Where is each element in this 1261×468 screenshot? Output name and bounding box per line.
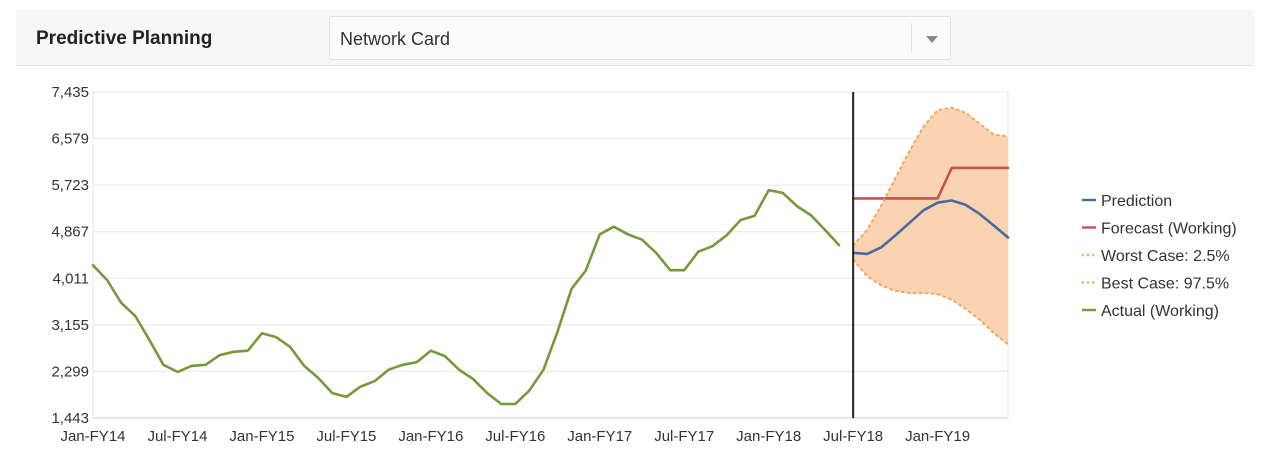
- chevron-down-icon[interactable]: [926, 36, 938, 43]
- y-tick-label: 3,155: [51, 317, 89, 334]
- item-dropdown-value: Network Card: [340, 29, 451, 49]
- legend: Prediction Forecast (Working) Worst Case: …: [1082, 193, 1237, 320]
- x-tick-label: Jan-FY17: [567, 428, 632, 445]
- y-tick-label: 5,723: [51, 177, 89, 194]
- series-line-actual-working[interactable]: [91, 188, 841, 406]
- item-dropdown[interactable]: Network Card: [329, 16, 951, 60]
- x-tick-label: Jan-FY19: [905, 428, 970, 445]
- x-tick-label: Jan-FY15: [229, 428, 294, 445]
- y-tick-label: 4,011: [53, 270, 89, 287]
- series-line-worst-case-2-5[interactable]: [852, 258, 1009, 346]
- y-tick-label: 7,435: [51, 84, 89, 101]
- x-tick-label: Jul-FY16: [485, 428, 545, 445]
- series-line-best-case-97-5[interactable]: [852, 106, 1009, 247]
- series-lines: [91, 106, 1010, 406]
- x-tick-label: Jul-FY14: [147, 428, 207, 445]
- x-tick-label: Jul-FY17: [654, 428, 714, 445]
- x-tick-label: Jan-FY14: [60, 428, 125, 445]
- legend-item-label[interactable]: Prediction: [1101, 193, 1172, 210]
- y-tick-label: 1,443: [51, 410, 89, 427]
- axes: 1,443 2,299 3,155 4,011 4,867 5,723 6,579 7,435…: [51, 84, 1008, 445]
- x-tick-label: Jul-FY18: [823, 428, 883, 445]
- legend-item-label[interactable]: Best Case: 97.5%: [1101, 276, 1229, 293]
- y-tick-label: 2,299: [51, 363, 89, 380]
- x-tick-label: Jul-FY15: [316, 428, 376, 445]
- series-line-forecast-working[interactable]: [851, 166, 1010, 200]
- y-tick-label: 4,867: [51, 224, 89, 241]
- confidence-band-area: [853, 107, 1008, 345]
- legend-item-label[interactable]: Worst Case: 2.5%: [1101, 248, 1230, 265]
- legend-item-label[interactable]: Forecast (Working): [1101, 221, 1237, 238]
- dropdown-divider: [911, 23, 912, 53]
- chart-header: Predictive Planning Network Card: [16, 10, 1254, 66]
- legend-item-label[interactable]: Actual (Working): [1101, 303, 1219, 320]
- y-tick-label: 6,579: [51, 131, 89, 148]
- x-tick-label: Jan-FY16: [398, 428, 463, 445]
- page-title: Predictive Planning: [36, 28, 213, 49]
- confidence-band: [853, 107, 1008, 345]
- x-tick-label: Jan-FY18: [736, 428, 801, 445]
- series-line-prediction[interactable]: [851, 199, 1010, 256]
